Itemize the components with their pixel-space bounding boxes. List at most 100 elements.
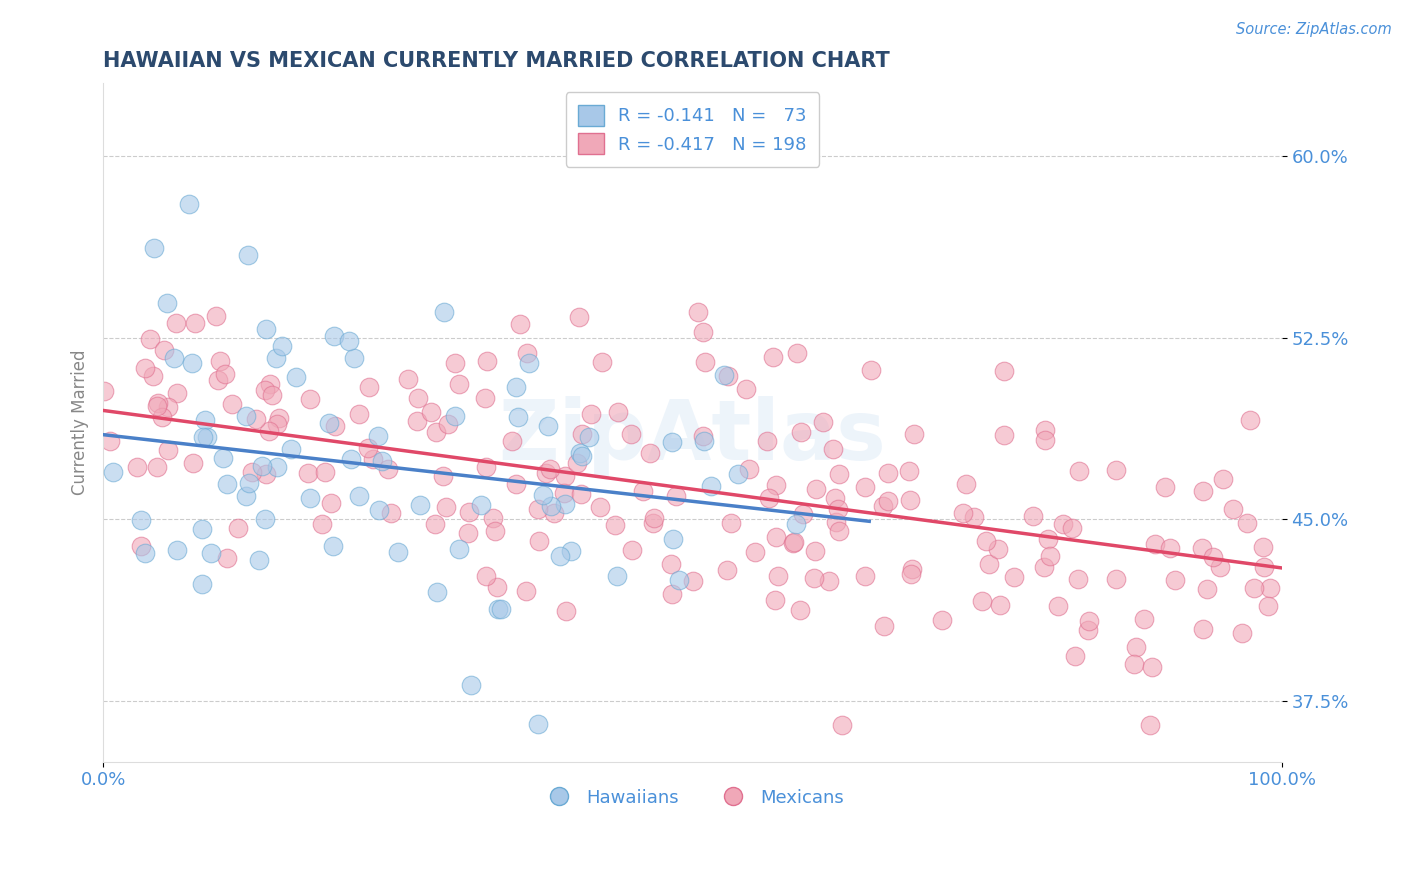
Point <box>323 418 346 433</box>
Point <box>560 544 582 558</box>
Point <box>977 557 1000 571</box>
Point <box>474 391 496 405</box>
Point <box>266 417 288 431</box>
Point <box>828 467 851 482</box>
Point <box>825 516 848 530</box>
Point <box>240 465 263 479</box>
Point <box>931 613 953 627</box>
Point <box>661 532 683 546</box>
Y-axis label: Currently Married: Currently Married <box>72 350 89 495</box>
Point <box>311 516 333 531</box>
Point <box>177 196 200 211</box>
Point <box>517 356 540 370</box>
Point <box>371 453 394 467</box>
Point <box>1038 532 1060 546</box>
Point <box>200 546 222 560</box>
Point <box>163 351 186 365</box>
Point <box>1039 549 1062 563</box>
Point <box>827 501 849 516</box>
Point <box>974 533 997 548</box>
Point <box>744 545 766 559</box>
Point <box>1209 560 1232 574</box>
Point <box>527 533 550 548</box>
Point <box>337 334 360 348</box>
Point <box>720 516 742 530</box>
Point <box>260 387 283 401</box>
Point <box>543 506 565 520</box>
Point <box>470 498 492 512</box>
Point <box>443 409 465 423</box>
Point <box>568 446 591 460</box>
Point <box>531 488 554 502</box>
Point <box>804 483 827 497</box>
Point <box>477 354 499 368</box>
Point <box>1236 516 1258 531</box>
Point <box>1154 480 1177 494</box>
Point <box>409 499 432 513</box>
Point <box>901 562 924 576</box>
Point <box>1105 463 1128 477</box>
Point <box>143 241 166 255</box>
Point <box>588 500 610 514</box>
Point <box>785 516 807 531</box>
Point <box>153 343 176 357</box>
Point <box>259 376 281 391</box>
Point <box>1078 614 1101 628</box>
Point <box>474 460 496 475</box>
Point <box>1033 423 1056 437</box>
Point <box>127 459 149 474</box>
Point <box>285 369 308 384</box>
Point <box>509 317 531 331</box>
Point <box>387 545 409 559</box>
Point <box>783 534 806 549</box>
Point <box>217 551 239 566</box>
Point <box>571 486 593 500</box>
Point <box>765 530 787 544</box>
Point <box>537 419 560 434</box>
Point <box>193 430 215 444</box>
Point <box>266 459 288 474</box>
Point <box>208 353 231 368</box>
Point <box>716 563 738 577</box>
Point <box>425 425 447 440</box>
Point <box>1212 472 1234 486</box>
Point <box>181 456 204 470</box>
Point <box>804 543 827 558</box>
Point <box>1062 521 1084 535</box>
Point <box>485 581 508 595</box>
Point <box>727 467 749 482</box>
Point <box>903 427 925 442</box>
Point <box>214 367 236 381</box>
Point <box>818 574 841 588</box>
Point <box>460 678 482 692</box>
Point <box>515 583 537 598</box>
Point <box>1067 572 1090 586</box>
Point <box>194 413 217 427</box>
Point <box>538 462 561 476</box>
Point <box>298 491 321 506</box>
Point <box>873 619 896 633</box>
Point <box>321 496 343 510</box>
Point <box>821 442 844 457</box>
Point <box>129 539 152 553</box>
Point <box>501 434 523 448</box>
Point <box>339 451 361 466</box>
Point <box>568 310 591 324</box>
Point <box>103 465 125 479</box>
Point <box>314 465 336 479</box>
Point <box>235 409 257 423</box>
Point <box>540 499 562 513</box>
Point <box>166 542 188 557</box>
Point <box>129 513 152 527</box>
Point <box>606 405 628 419</box>
Point <box>1105 573 1128 587</box>
Point <box>761 350 783 364</box>
Point <box>148 396 170 410</box>
Point <box>643 516 665 530</box>
Legend: Hawaiians, Mexicans: Hawaiians, Mexicans <box>534 781 851 814</box>
Point <box>184 316 207 330</box>
Point <box>245 411 267 425</box>
Point <box>855 480 877 494</box>
Point <box>343 351 366 365</box>
Point <box>758 491 780 505</box>
